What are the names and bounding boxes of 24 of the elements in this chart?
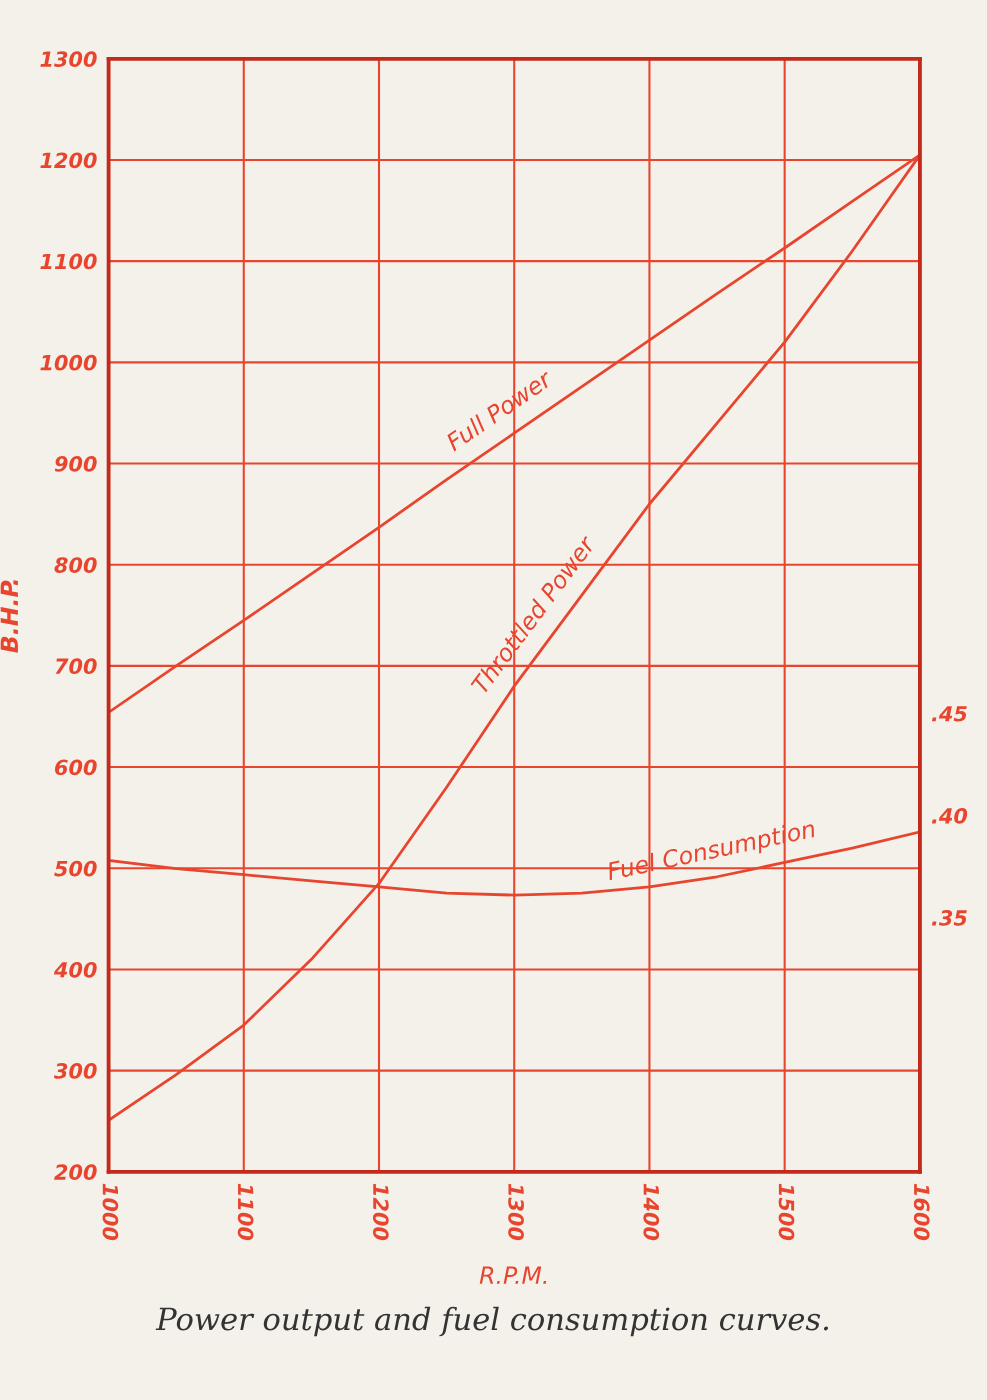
x-axis-title: R.P.M.: [479, 1266, 547, 1284]
y-tick-label: 1300: [40, 51, 97, 68]
y-tick-label: 700: [55, 658, 97, 675]
y2-tick-label: .40: [931, 807, 968, 824]
text: Power output and fuel consumption curves.: [155, 1306, 829, 1337]
y-tick-label: 300: [53, 1063, 97, 1079]
y-axis-title: B.H.P.: [0, 580, 18, 653]
y-tick-label: 1100: [40, 253, 97, 270]
x-tick-label: 1100: [237, 1183, 254, 1241]
y-tick-label: 400: [53, 961, 97, 978]
y-tick-label: 500: [54, 860, 97, 877]
y-tick-label: 900: [54, 455, 97, 472]
x-tick-label: 1200: [372, 1183, 389, 1241]
y-tick-label: 1000: [40, 354, 97, 371]
x-tick-label: 1300: [508, 1183, 524, 1241]
y-tick-label: 800: [54, 557, 97, 573]
y-tick-label: 1200: [40, 152, 97, 169]
x-tick-label: 1500: [778, 1183, 795, 1241]
x-tick-label: 1600: [913, 1183, 930, 1241]
y2-tick-label: .45: [931, 706, 967, 722]
y-tick-label: 200: [54, 1164, 97, 1181]
y-tick-label: 600: [55, 759, 97, 776]
y2-tick-label: .35: [931, 910, 967, 926]
x-tick-label: 1400: [643, 1183, 660, 1241]
